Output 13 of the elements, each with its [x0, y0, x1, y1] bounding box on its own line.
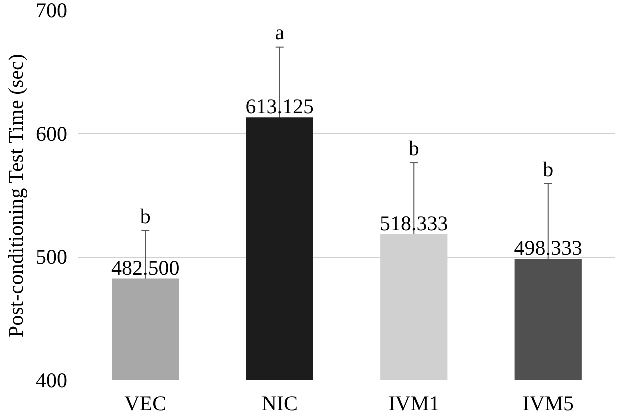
x-tick-label: IVM1 — [388, 392, 440, 416]
y-tick-label: 700 — [36, 0, 68, 22]
x-tick-label: VEC — [124, 392, 167, 416]
x-tick-label: IVM5 — [522, 392, 574, 416]
annotation: b — [543, 157, 554, 182]
annotation: b — [140, 204, 151, 228]
annotation: b — [408, 136, 420, 160]
annotation: a — [275, 20, 286, 44]
x-tick-label: NIC — [262, 392, 298, 416]
y-tick-label: 400 — [36, 368, 68, 392]
y-tick-label: 500 — [36, 245, 68, 270]
y-axis-title: Post-conditioning Test Time (sec) — [4, 54, 28, 338]
y-tick-label: 600 — [36, 122, 68, 146]
